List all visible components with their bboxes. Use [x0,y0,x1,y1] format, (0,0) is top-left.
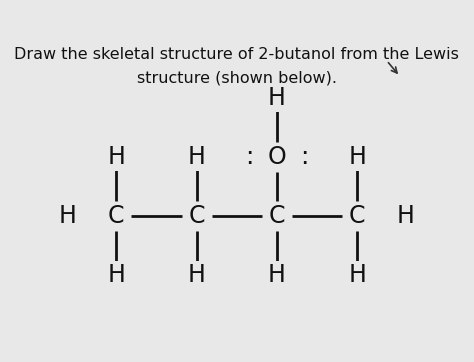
Text: :: : [245,145,253,169]
Text: H: H [59,204,77,228]
Text: H: H [396,204,414,228]
Text: C: C [108,204,125,228]
Text: O: O [267,145,286,169]
Text: C: C [349,204,365,228]
Text: H: H [107,145,125,169]
Text: :: : [301,145,309,169]
Text: H: H [268,263,286,287]
Text: H: H [348,145,366,169]
Text: Draw the skeletal structure of 2-butanol from the Lewis: Draw the skeletal structure of 2-butanol… [14,47,459,62]
FancyBboxPatch shape [46,28,438,93]
Text: H: H [268,86,286,110]
Text: structure (shown below).: structure (shown below). [137,70,337,85]
Text: H: H [188,263,205,287]
Text: C: C [269,204,285,228]
Text: H: H [348,263,366,287]
Text: C: C [188,204,205,228]
Text: H: H [188,145,205,169]
Text: H: H [107,263,125,287]
